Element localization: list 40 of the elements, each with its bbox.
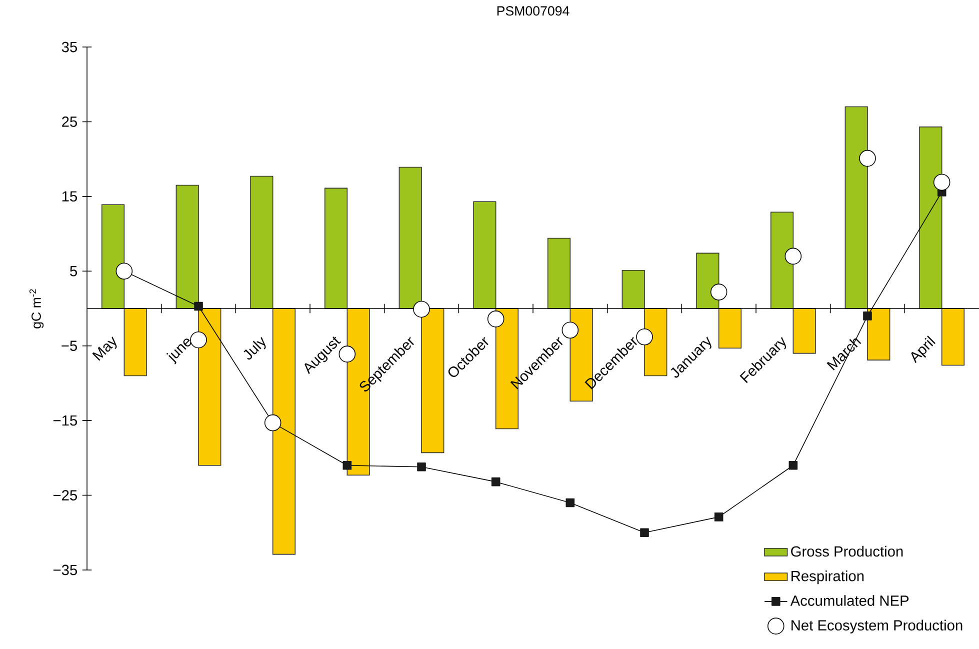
point: [863, 312, 872, 320]
point: [714, 512, 724, 522]
bar: [198, 308, 222, 466]
chart-title: PSM007094: [497, 6, 570, 16]
point: [933, 174, 950, 191]
y-tick-label: −5: [62, 340, 77, 351]
legend-label: Accumulated NEP: [790, 595, 909, 606]
bar: [421, 308, 444, 454]
y-tick-label: 5: [70, 266, 77, 276]
point: [566, 498, 575, 508]
y-tick-label: −35: [53, 564, 77, 576]
y-tick-label: 15: [62, 191, 77, 202]
y-tick-label: −25: [53, 490, 77, 500]
y-tick-label: 25: [62, 116, 77, 127]
bar: [176, 184, 199, 309]
y-axis-title: gC m$^{-2}$: [29, 289, 44, 328]
point: [710, 284, 728, 300]
point: [491, 477, 500, 486]
point: [417, 462, 426, 472]
point: [784, 248, 802, 265]
legend-label: Net Ecosystem Production: [792, 620, 962, 634]
bar: [398, 166, 422, 309]
point: [788, 460, 798, 470]
x-tick-label: July: [244, 336, 266, 360]
point: [636, 328, 653, 346]
point: [413, 300, 430, 318]
point: [116, 262, 133, 280]
point: [264, 414, 282, 432]
point: [562, 322, 579, 339]
legend-label: Gross Production: [791, 546, 903, 557]
point: [640, 528, 649, 538]
point: [487, 310, 504, 328]
x-tick-label: May: [92, 336, 117, 361]
y-tick-label: 35: [62, 42, 77, 52]
point: [190, 331, 207, 348]
point: [194, 302, 203, 311]
y-tick-label: −15: [53, 415, 77, 426]
legend-label: Respiration: [792, 570, 864, 584]
point: [859, 150, 876, 167]
point: [342, 460, 352, 470]
